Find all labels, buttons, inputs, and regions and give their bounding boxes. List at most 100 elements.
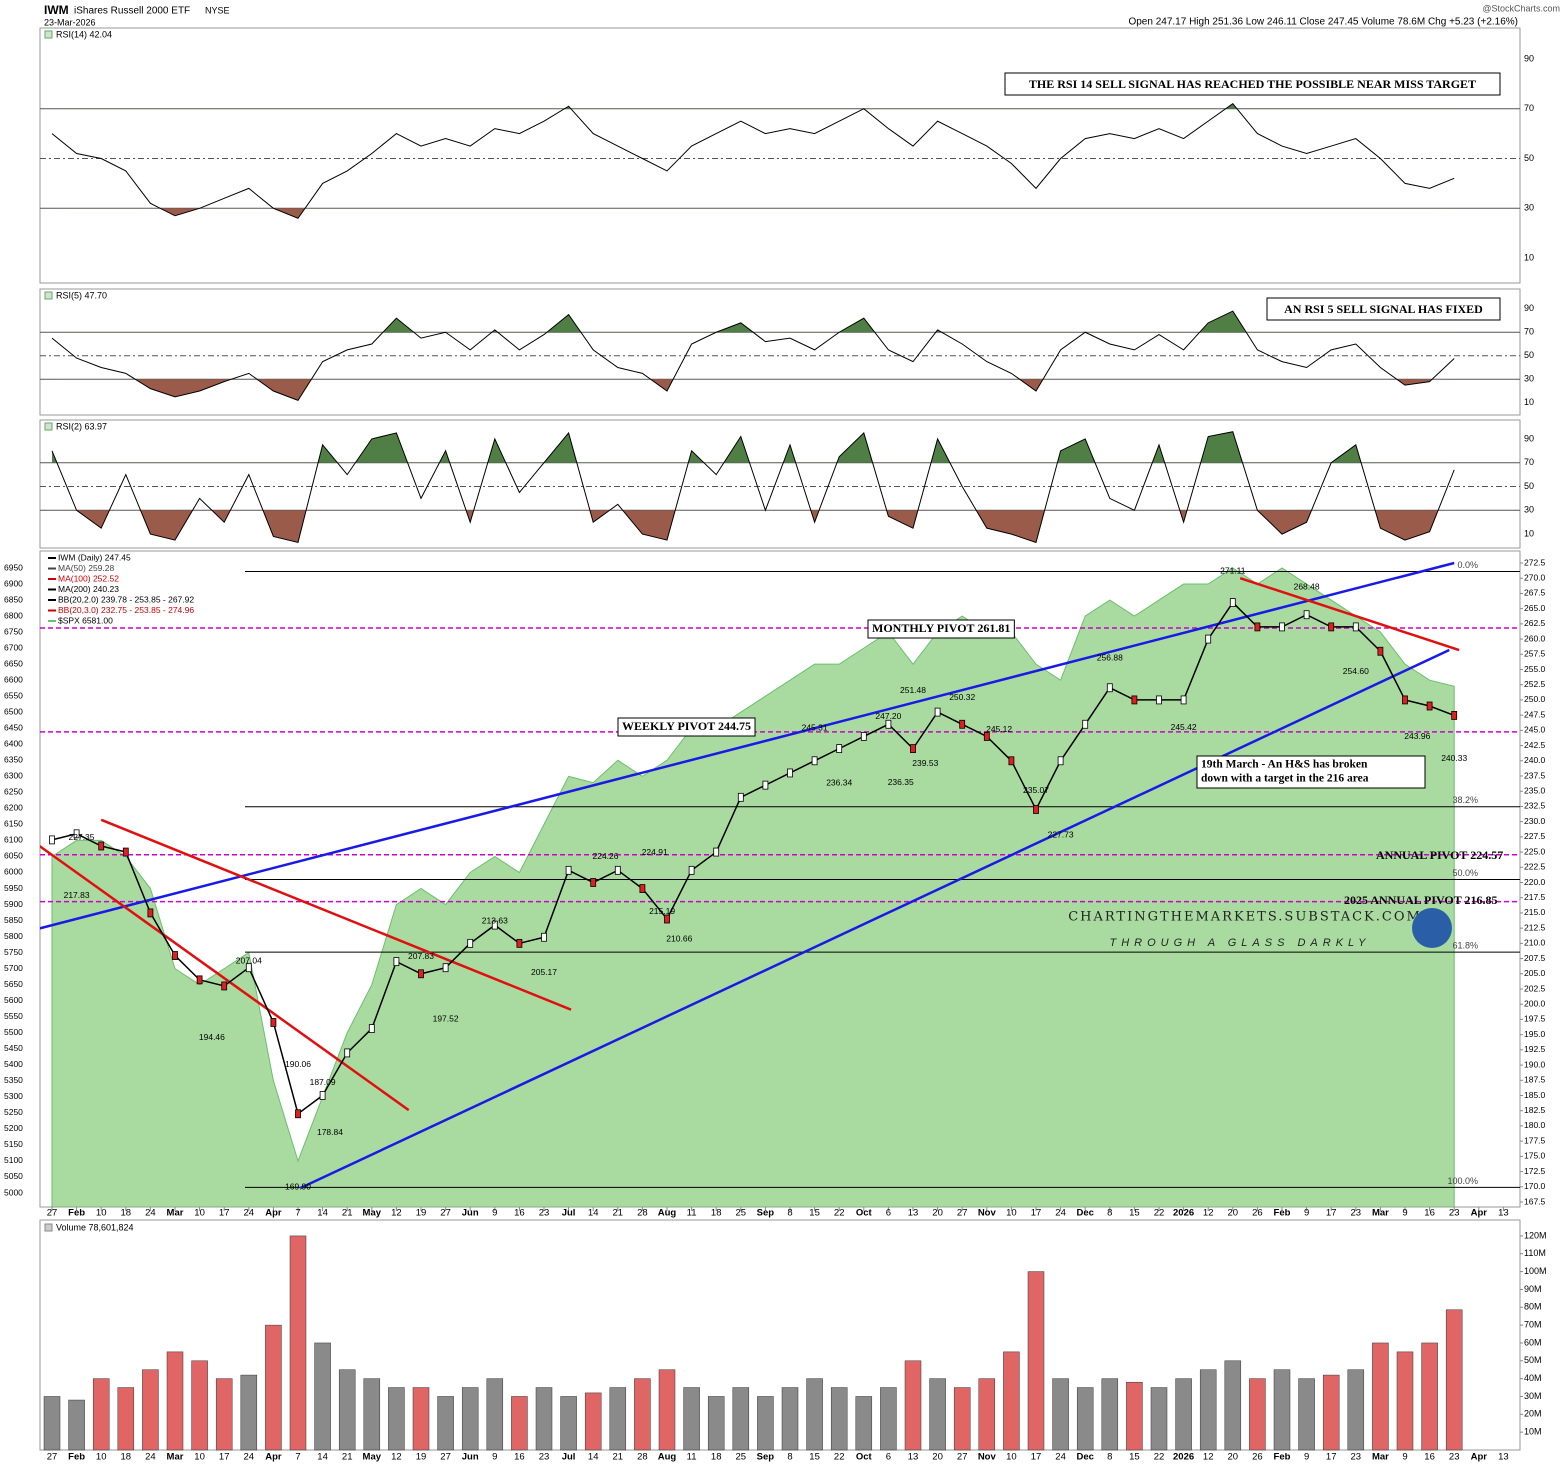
y-tick-label: 100M: [1524, 1266, 1547, 1276]
price-label: 240.33: [1441, 753, 1467, 763]
volume-bar: [486, 1378, 504, 1451]
price-label: 236.34: [826, 777, 852, 787]
price-candle: [147, 908, 154, 918]
price-label: 207.83: [408, 951, 434, 961]
x-tick-label: 21: [342, 1452, 353, 1463]
y-tick-label: 240.0: [1524, 755, 1546, 765]
y2-tick-label: 6350: [4, 755, 23, 765]
oversold-fill: [52, 379, 1455, 401]
price-candle: [590, 878, 597, 887]
y-tick-label: 10: [1524, 528, 1534, 538]
x-tick-label: 16: [514, 1452, 525, 1463]
price-candle: [442, 963, 449, 973]
x-tick-label: 16: [514, 1208, 525, 1219]
y-tick-label: 10: [1524, 397, 1534, 407]
price-candle: [614, 865, 621, 875]
y-tick-label: 222.5: [1524, 862, 1546, 872]
y2-tick-label: 5300: [4, 1091, 23, 1101]
x-tick-label: 15: [809, 1208, 820, 1219]
volume-bar: [68, 1399, 85, 1451]
x-tick-label: Apr: [265, 1208, 282, 1219]
security-name: iShares Russell 2000 ETF: [74, 6, 190, 17]
x-tick-label: Apr: [1471, 1452, 1488, 1463]
volume-bar: [560, 1396, 577, 1451]
y2-tick-label: 6600: [4, 674, 23, 684]
x-tick-label: 20: [1228, 1208, 1239, 1219]
x-tick-label: Nov: [978, 1208, 997, 1219]
x-tick-label: 6: [886, 1208, 891, 1219]
panel-frame: [39, 1219, 1521, 1451]
source: @StockCharts.com: [1482, 3, 1560, 13]
panel-title: RSI(2) 63.97: [56, 421, 107, 431]
x-tick-label: 12: [391, 1208, 402, 1219]
y-tick-label: 225.0: [1524, 846, 1546, 856]
pivot-label: MONTHLY PIVOT 261.81: [872, 621, 1010, 635]
volume-bar: [412, 1387, 430, 1451]
x-tick-label: 16: [1424, 1208, 1435, 1219]
price-candle: [1229, 598, 1236, 607]
volume-bar: [757, 1396, 774, 1451]
x-tick-label: 20: [1228, 1452, 1239, 1463]
annotation-box: [1004, 72, 1501, 96]
price-label: 271.11: [1220, 566, 1246, 576]
x-tick-label: 10: [194, 1452, 205, 1463]
x-tick-label: 15: [1129, 1452, 1140, 1463]
x-tick-label: Jul: [562, 1208, 576, 1219]
x-tick-label: Mar: [167, 1452, 184, 1463]
x-tick-label: 14: [317, 1452, 328, 1463]
price-candle: [1156, 695, 1162, 705]
y-tick-label: 260.0: [1524, 633, 1546, 643]
panel-frame: [39, 27, 1521, 284]
y-tick-label: 30: [1524, 374, 1534, 384]
price-candle: [49, 835, 55, 845]
x-tick-label: 22: [834, 1452, 845, 1463]
pivot-label: 2025 ANNUAL PIVOT 216.85: [1344, 893, 1498, 907]
panel-icon: [44, 422, 53, 431]
price-candle: [98, 841, 105, 851]
x-tick-label: 17: [1326, 1208, 1337, 1219]
y2-tick-label: 6050: [4, 851, 23, 861]
x-tick-label: Aug: [658, 1452, 677, 1463]
y2-tick-label: 5400: [4, 1059, 23, 1069]
price-label: 224.91: [642, 847, 668, 857]
y-tick-label: 70: [1524, 103, 1534, 113]
volume-bar: [1372, 1342, 1389, 1451]
volume-bar: [1445, 1309, 1463, 1451]
price-label: 194.46: [199, 1032, 225, 1042]
y-tick-label: 172.5: [1524, 1166, 1546, 1176]
x-tick-label: 8: [1107, 1452, 1112, 1463]
x-tick-label: 9: [492, 1452, 497, 1463]
y-tick-label: 215.0: [1524, 907, 1546, 917]
volume-bar: [1199, 1369, 1217, 1451]
x-tick-label: 18: [711, 1208, 722, 1219]
x-tick-label: Dec: [1076, 1452, 1093, 1463]
x-tick-label: 27: [957, 1208, 968, 1219]
y2-tick-label: 6750: [4, 626, 23, 636]
price-candle: [737, 792, 744, 802]
y-tick-label: 230.0: [1524, 816, 1546, 826]
volume-bar: [461, 1387, 479, 1451]
x-tick-label: 28: [637, 1452, 648, 1463]
x-tick-label: 13: [908, 1452, 919, 1463]
y2-tick-label: 6150: [4, 819, 23, 829]
y-tick-label: 202.5: [1524, 983, 1546, 993]
y2-tick-label: 6650: [4, 658, 23, 668]
rsi-line: [51, 431, 1455, 544]
volume-bar: [1175, 1378, 1192, 1451]
logo: [1412, 908, 1452, 948]
y-tick-label: 90M: [1524, 1284, 1542, 1294]
price-label: 239.53: [912, 758, 938, 768]
price-candle: [1205, 634, 1212, 644]
x-tick-label: 9: [1402, 1208, 1407, 1219]
price-candle: [319, 1091, 326, 1100]
y-tick-label: 175.0: [1524, 1151, 1546, 1161]
y2-tick-label: 6300: [4, 771, 23, 781]
x-tick-label: 14: [588, 1452, 599, 1463]
price-label: 250.32: [949, 692, 975, 702]
volume-bar: [338, 1369, 356, 1451]
y-tick-label: 237.5: [1524, 770, 1546, 780]
volume-bar: [363, 1378, 381, 1451]
volume-bar: [535, 1387, 553, 1451]
y-tick-label: 10: [1524, 252, 1534, 262]
x-tick-label: 9: [1304, 1208, 1309, 1219]
